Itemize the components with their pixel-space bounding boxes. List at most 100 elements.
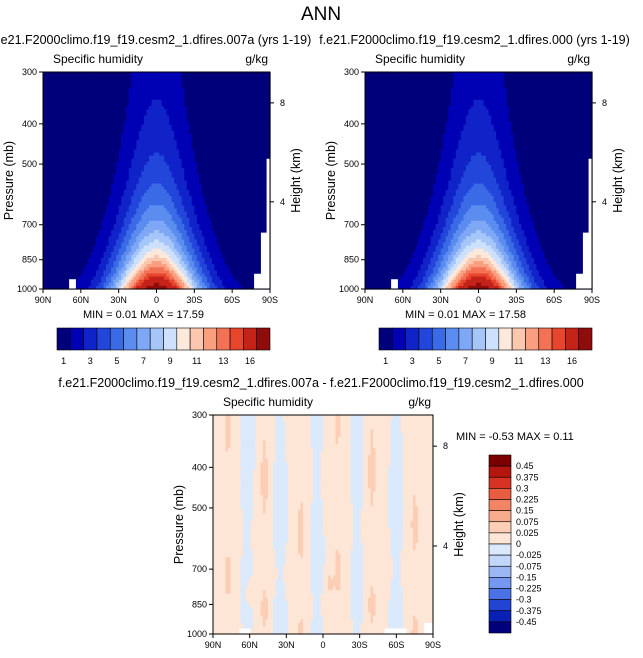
x-tick-label: 30N: [110, 295, 127, 305]
colorbar-label: 3: [410, 356, 415, 366]
x-tick-label: 60S: [224, 295, 240, 305]
colorbar-swatch: [512, 328, 525, 350]
colorbar-label: 0.45: [516, 461, 534, 471]
chart-panel-3: f.e21.F2000climo.f19_f19.cesm2_1.dfires.…: [58, 376, 583, 650]
y-tick-label: 850: [344, 255, 359, 265]
y-tick-label: 1000: [339, 284, 359, 294]
colorbar-swatch: [432, 328, 445, 350]
colorbar: 1 3 5 7 9 11 13 16: [57, 328, 270, 366]
y-tick-label: 500: [192, 503, 207, 513]
y-axis-right: 84: [433, 441, 448, 551]
colorbar-swatch: [217, 328, 230, 350]
colorbar-swatch: [489, 455, 511, 466]
x-tick-label: 0: [320, 640, 325, 650]
x-tick-label: 90S: [262, 295, 278, 305]
chart-left-string: Specific humidity: [375, 52, 465, 66]
colorbar-swatch: [243, 328, 256, 350]
min-max-stats: MIN = 0.01 MAX = 17.58: [405, 309, 526, 321]
y-axis-right: 84: [592, 98, 607, 207]
colorbar-label: 9: [490, 356, 495, 366]
chart-left-string: Specific humidity: [223, 395, 313, 409]
x-axis: 90N 60N 30N 0 30S 60S 90S: [205, 634, 441, 650]
y-tick-label: 850: [22, 255, 37, 265]
colorbar-swatch: [70, 328, 83, 350]
x-tick-label: 60S: [546, 295, 562, 305]
colorbar-label: 3: [88, 356, 93, 366]
colorbar-label: -0.45: [516, 617, 537, 627]
chart-right-string: g/kg: [245, 52, 268, 66]
chart-title: f.e21.F2000climo.f19_f19.cesm2_1.dfires.…: [58, 376, 583, 390]
colorbar-swatch: [525, 328, 538, 350]
colorbar-swatch: [392, 328, 405, 350]
colorbar-label: -0.025: [516, 550, 542, 560]
y-tick-label: 300: [344, 67, 359, 77]
colorbar-swatch: [419, 328, 432, 350]
y-tick-label: 850: [192, 599, 207, 609]
x-tick-label: 60N: [395, 295, 412, 305]
colorbar-label: 0.225: [516, 495, 539, 505]
colorbar-swatch: [489, 566, 511, 577]
x-tick-label: 0: [476, 295, 481, 305]
field-cells: [365, 72, 593, 290]
y-axis-right-label: Height (km): [611, 148, 625, 213]
chart-title: f.e21.F2000climo.f19_f19.cesm2_1.dfires.…: [0, 33, 311, 47]
y-right-tick-label: 8: [280, 98, 285, 108]
colorbar-label: -0.225: [516, 584, 542, 594]
colorbar-label: 0.375: [516, 472, 539, 482]
colorbar-swatch: [489, 522, 511, 533]
colorbar-swatch: [110, 328, 123, 350]
colorbar-label: 9: [168, 356, 173, 366]
colorbar-label: 13: [540, 356, 550, 366]
chart-panel-1: f.e21.F2000climo.f19_f19.cesm2_1.dfires.…: [0, 33, 311, 366]
colorbar-swatch: [203, 328, 216, 350]
y-axis-right: 84: [270, 98, 285, 207]
y-right-tick-label: 4: [602, 197, 607, 207]
colorbar-swatch: [472, 328, 485, 350]
colorbar-swatch: [84, 328, 97, 350]
x-tick-label: 60N: [73, 295, 90, 305]
x-axis: 90N 60N 30N 0 30S 60S 90S: [35, 289, 278, 305]
colorbar-label: 1: [383, 356, 388, 366]
x-tick-label: 90N: [357, 295, 374, 305]
y-right-tick-label: 8: [602, 98, 607, 108]
colorbar-swatch: [489, 555, 511, 566]
y-right-tick-label: 4: [443, 541, 448, 551]
colorbar: 0.450.3750.30.2250.150.0750.0250-0.025-0…: [489, 455, 542, 633]
y-tick-label: 1000: [187, 629, 207, 639]
colorbar-swatch: [164, 328, 177, 350]
y-axis-label: Pressure (mb): [2, 141, 16, 220]
colorbar-label: 0.075: [516, 517, 539, 527]
colorbar-swatch: [489, 544, 511, 555]
colorbar-swatch: [230, 328, 243, 350]
colorbar-label: 11: [514, 356, 523, 366]
y-tick-label: 700: [192, 564, 207, 574]
colorbar-swatch: [459, 328, 472, 350]
colorbar-swatch: [57, 328, 70, 350]
colorbar-swatch: [137, 328, 150, 350]
colorbar-label: 1: [61, 356, 66, 366]
colorbar-label: 7: [141, 356, 146, 366]
y-tick-label: 300: [192, 410, 207, 420]
colorbar-label: -0.15: [516, 572, 537, 582]
colorbar-swatch: [486, 328, 499, 350]
y-axis-right-label: Height (km): [289, 148, 303, 213]
min-max-stats: MIN = -0.53 MAX = 0.11: [456, 431, 574, 443]
x-tick-label: 30S: [508, 295, 524, 305]
colorbar-swatch: [579, 328, 592, 350]
colorbar-swatch: [489, 466, 511, 477]
x-tick-label: 90N: [205, 640, 222, 650]
colorbar-label: 0.025: [516, 528, 539, 538]
colorbar-label: 5: [114, 356, 119, 366]
colorbar-swatch: [150, 328, 163, 350]
y-axis-label: Pressure (mb): [172, 485, 186, 564]
x-tick-label: 90S: [425, 640, 441, 650]
colorbar-label: 7: [463, 356, 468, 366]
colorbar-swatch: [489, 488, 511, 499]
min-max-stats: MIN = 0.01 MAX = 17.59: [83, 309, 204, 321]
field-cells: [213, 415, 434, 635]
field-cells: [43, 72, 271, 290]
y-axis-right-label: Height (km): [452, 492, 466, 557]
panels: f.e21.F2000climo.f19_f19.cesm2_1.dfires.…: [0, 33, 630, 650]
